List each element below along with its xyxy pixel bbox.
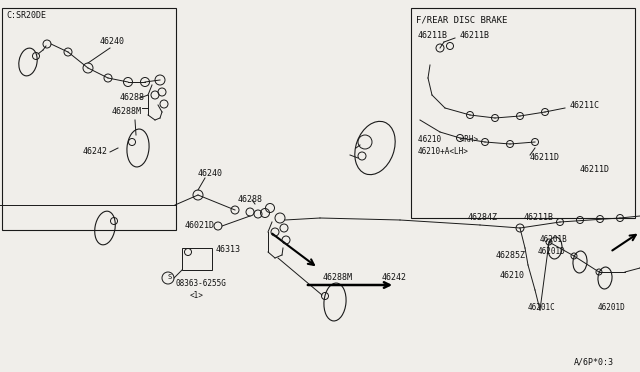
Bar: [182, 248, 212, 270]
Text: A/6P*0:3: A/6P*0:3: [574, 357, 614, 366]
Text: 46210: 46210: [500, 270, 525, 279]
Text: 46211D: 46211D: [580, 166, 610, 174]
Text: 46211B: 46211B: [524, 214, 554, 222]
Text: <1>: <1>: [190, 292, 204, 301]
Text: F/REAR DISC BRAKE: F/REAR DISC BRAKE: [416, 16, 508, 25]
Text: 46211B: 46211B: [418, 32, 448, 41]
Text: 46210+A<LH>: 46210+A<LH>: [418, 148, 469, 157]
Text: 46313: 46313: [216, 246, 241, 254]
Text: S: S: [168, 274, 172, 280]
Text: 46242: 46242: [83, 148, 108, 157]
Text: 46211C: 46211C: [570, 102, 600, 110]
Text: 46021D: 46021D: [185, 221, 215, 231]
Text: 46240: 46240: [100, 38, 125, 46]
Bar: [2, 8, 176, 230]
Text: 46288M: 46288M: [323, 273, 353, 282]
Text: 46201B: 46201B: [540, 235, 568, 244]
Text: 46211D: 46211D: [530, 154, 560, 163]
Text: 46288M: 46288M: [112, 108, 142, 116]
Text: C:SR20DE: C:SR20DE: [6, 12, 46, 20]
Text: 46210    <RH>: 46210 <RH>: [418, 135, 478, 144]
Text: 46240: 46240: [198, 170, 223, 179]
Text: 46201C: 46201C: [528, 304, 556, 312]
Bar: [411, 8, 635, 218]
Text: 46285Z: 46285Z: [496, 251, 526, 260]
Text: 46201D: 46201D: [598, 304, 626, 312]
Text: 46284Z: 46284Z: [468, 214, 498, 222]
Text: 46242: 46242: [382, 273, 407, 282]
Text: 46201D: 46201D: [538, 247, 566, 257]
Text: 46288: 46288: [238, 196, 263, 205]
Text: 46288: 46288: [120, 93, 145, 103]
Text: 08363-6255G: 08363-6255G: [176, 279, 227, 289]
Text: 46211B: 46211B: [460, 32, 490, 41]
